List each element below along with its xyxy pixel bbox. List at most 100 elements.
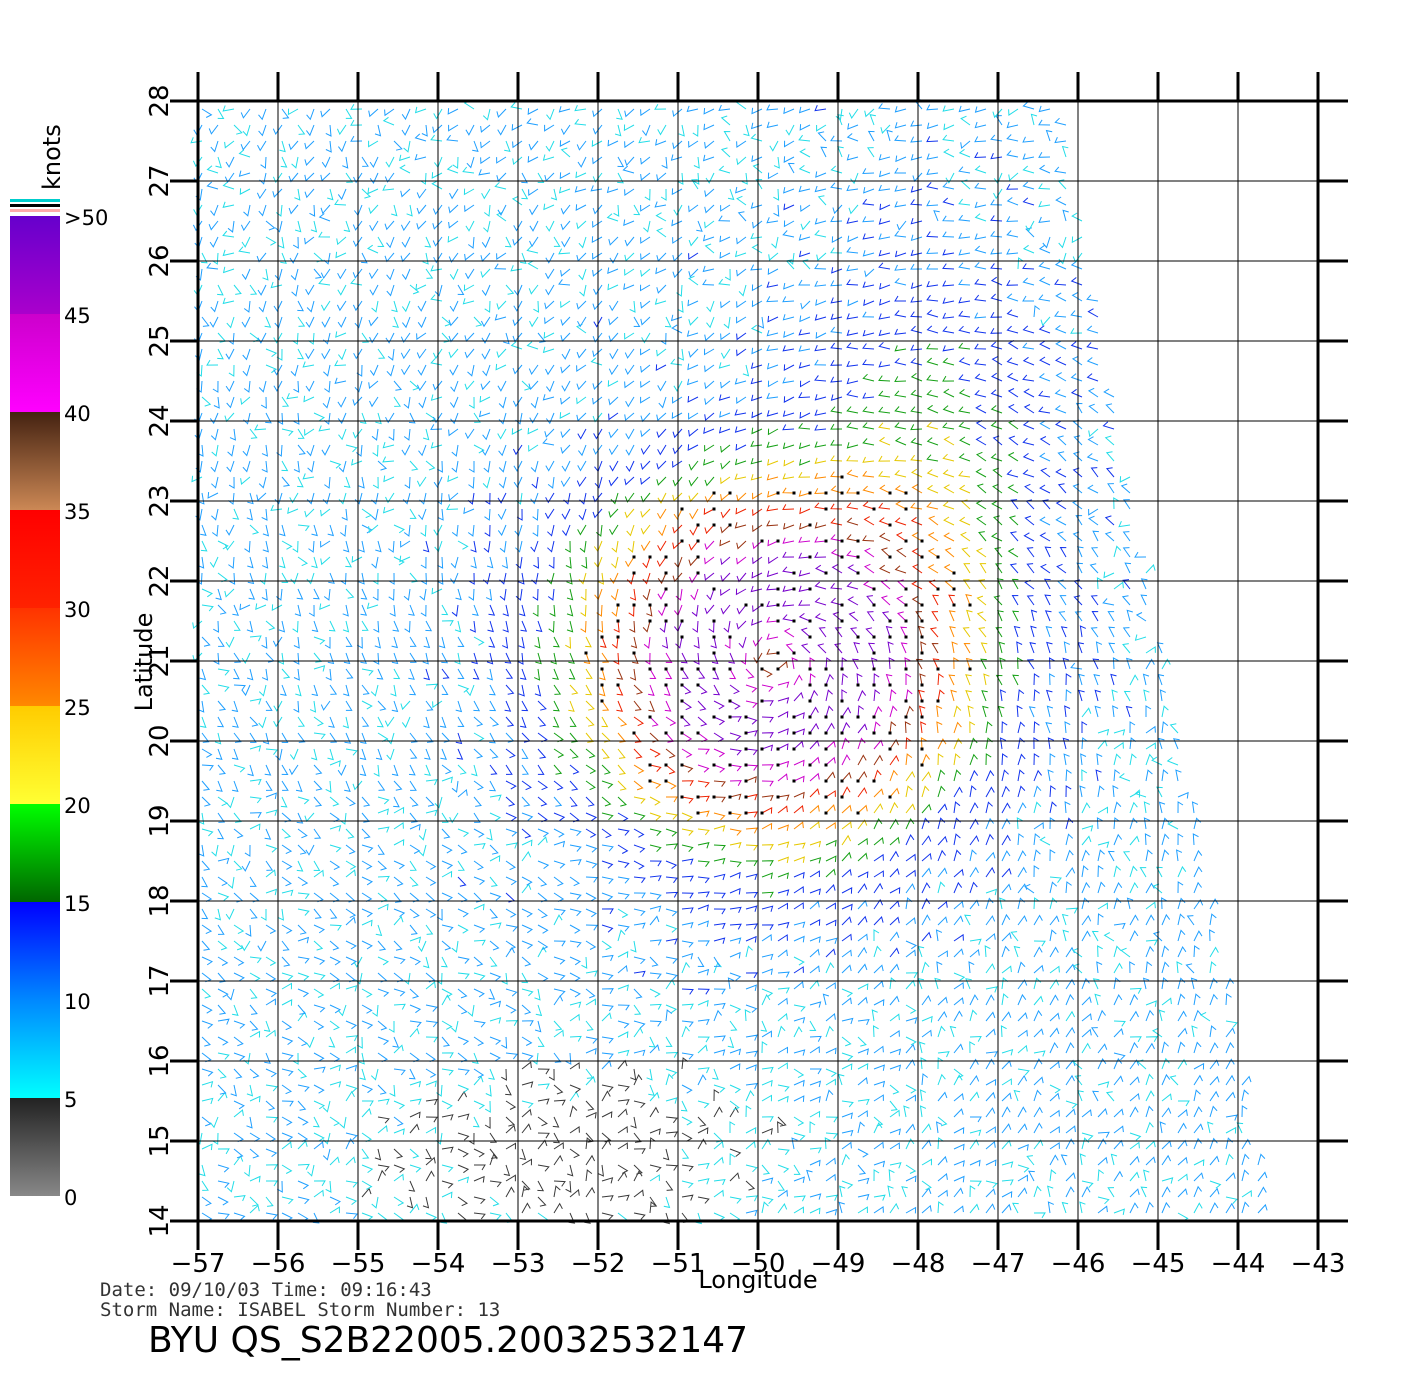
wind-vector [552, 716, 560, 728]
wind-vector [342, 156, 349, 169]
wind-vector [1016, 641, 1023, 654]
wind-vector [729, 668, 737, 680]
rain-flag-dot [888, 795, 892, 799]
wind-vector [512, 316, 523, 327]
rain-flag-dot [744, 779, 748, 783]
wind-vector [873, 1094, 884, 1102]
wind-vector [825, 771, 836, 782]
wind-vector [617, 860, 630, 868]
wind-vector [455, 700, 463, 713]
wind-vector [578, 508, 587, 521]
wind-vector [953, 1068, 964, 1079]
wind-vector [980, 642, 988, 654]
wind-vector [624, 108, 635, 118]
wind-vector [1088, 508, 1099, 516]
wind-vector [814, 280, 827, 287]
longitude-tick-label: −43 [1291, 1249, 1346, 1279]
wind-vector [777, 824, 789, 831]
wind-vector [830, 597, 843, 606]
wind-vector [648, 1084, 655, 1096]
wind-vector [738, 636, 747, 649]
wind-vector [534, 636, 541, 649]
wind-vector [261, 588, 268, 601]
wind-vector [329, 908, 338, 919]
wind-speed-colorbar [10, 199, 60, 1196]
wind-vector [585, 908, 598, 918]
wind-vector [448, 204, 459, 214]
wind-vector [565, 636, 572, 649]
wind-vector [517, 652, 524, 665]
wind-vector [777, 921, 790, 929]
wind-vector [248, 588, 256, 600]
wind-vector [1145, 705, 1152, 717]
wind-vector [841, 657, 848, 670]
wind-vector [642, 556, 651, 569]
wind-vector [569, 940, 582, 948]
wind-vector [751, 411, 763, 419]
wind-vector [729, 1100, 740, 1111]
wind-vector [388, 540, 395, 553]
wind-vector [974, 389, 987, 398]
wind-vector [1095, 641, 1103, 654]
longitude-tick-label: −49 [811, 1249, 866, 1279]
wind-vector [841, 933, 852, 942]
rain-flag-dot [920, 763, 924, 767]
wind-vector [553, 732, 564, 743]
wind-vector [830, 534, 843, 542]
wind-vector [1006, 134, 1019, 142]
wind-vector [905, 817, 915, 830]
wind-vector [958, 357, 971, 366]
wind-vector [689, 508, 699, 520]
wind-vector [672, 252, 683, 262]
wind-vector [537, 836, 548, 846]
wind-vector [862, 470, 875, 478]
wind-vector [900, 642, 908, 654]
wind-vector [569, 748, 579, 759]
wind-vector [793, 1079, 805, 1087]
wind-vector [649, 828, 662, 837]
wind-vector [451, 604, 459, 617]
wind-vector [1038, 183, 1051, 190]
wind-vector [919, 1105, 927, 1118]
wind-vector [371, 508, 379, 521]
wind-vector [553, 636, 560, 648]
wind-vector [1060, 1154, 1068, 1166]
wind-vector [607, 139, 619, 147]
wind-vector [1112, 785, 1119, 798]
wind-vector [727, 188, 735, 201]
wind-vector [1177, 1010, 1187, 1022]
wind-vector [640, 172, 651, 181]
wind-vector [281, 828, 292, 839]
wind-vector [697, 1018, 710, 1026]
wind-vector [974, 152, 987, 159]
wind-vector [825, 804, 836, 814]
wind-vector [313, 412, 326, 422]
wind-vector [1124, 562, 1132, 574]
wind-vector [1070, 277, 1083, 286]
wind-vector [265, 1212, 278, 1220]
wind-vector [910, 282, 923, 290]
rain-flag-dot [680, 795, 684, 799]
wind-vector [1017, 1123, 1028, 1134]
wind-vector [1022, 153, 1035, 160]
wind-vector [579, 492, 587, 505]
wind-vector [1087, 387, 1099, 398]
wind-vector [1024, 515, 1035, 526]
wind-vector [1177, 801, 1184, 814]
wind-vector [1209, 961, 1217, 974]
wind-vector [664, 316, 672, 328]
wind-vector [451, 780, 459, 793]
wind-vector [665, 908, 678, 917]
wind-vector [569, 828, 582, 837]
wind-vector [846, 455, 859, 462]
wind-vector [1097, 739, 1108, 750]
wind-vector [745, 844, 758, 851]
wind-vector [624, 508, 635, 519]
wind-vector [633, 1020, 646, 1029]
wind-vector [418, 508, 427, 521]
wind-vector [377, 956, 390, 966]
colorbar-band [10, 706, 60, 804]
rain-flag-dot [904, 635, 908, 639]
wind-vector [201, 956, 214, 966]
wind-vector [489, 1036, 502, 1045]
